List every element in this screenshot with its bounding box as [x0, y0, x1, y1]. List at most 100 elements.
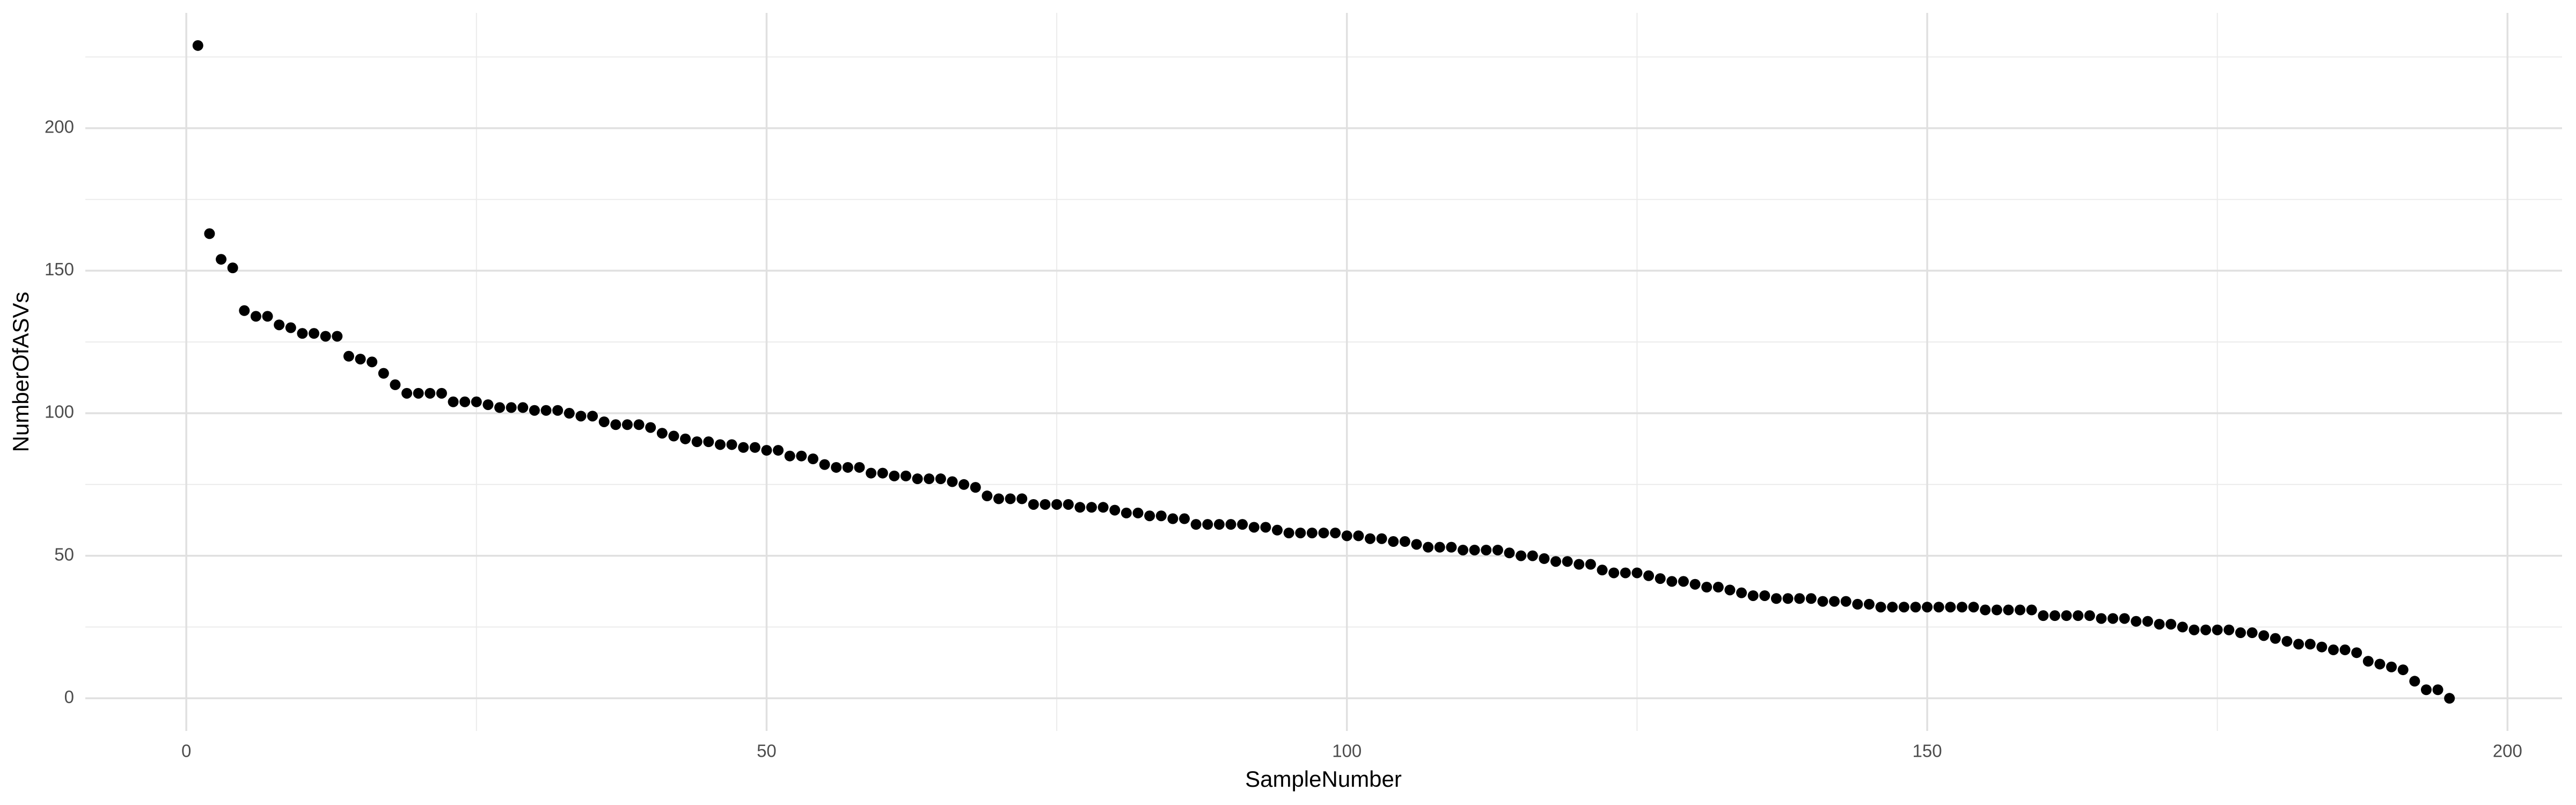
- point: [1910, 602, 1921, 613]
- point: [1295, 528, 1306, 539]
- point: [621, 419, 633, 430]
- point: [239, 305, 250, 316]
- point: [1271, 524, 1283, 536]
- point: [1713, 582, 1724, 593]
- point: [1040, 499, 1051, 510]
- point: [2293, 639, 2304, 650]
- point: [2200, 624, 2212, 635]
- point: [297, 328, 308, 339]
- point: [1770, 593, 1782, 604]
- y-tick-label: 50: [54, 544, 74, 564]
- point: [587, 411, 598, 422]
- point: [227, 262, 238, 274]
- point: [436, 387, 447, 399]
- point: [413, 387, 424, 399]
- point: [2235, 627, 2246, 639]
- point: [598, 416, 610, 427]
- point: [1504, 547, 1515, 559]
- point: [529, 405, 540, 416]
- point: [425, 387, 436, 399]
- point: [947, 476, 958, 487]
- y-tick-label: 0: [64, 687, 74, 707]
- point: [1225, 519, 1236, 530]
- y-tick-label: 200: [45, 117, 74, 137]
- point: [285, 322, 296, 333]
- point: [1190, 519, 1202, 530]
- point: [656, 428, 668, 439]
- point: [1434, 541, 1445, 553]
- point: [1213, 519, 1225, 530]
- point: [2038, 610, 2049, 621]
- point: [1666, 576, 1678, 587]
- point: [877, 467, 888, 479]
- point: [1086, 502, 1097, 513]
- point: [378, 368, 389, 379]
- point: [2444, 693, 2455, 704]
- point: [633, 419, 645, 430]
- point: [367, 356, 378, 368]
- point: [1945, 602, 1956, 613]
- point: [250, 311, 261, 322]
- point: [831, 462, 842, 473]
- point: [1898, 602, 1909, 613]
- point: [2304, 639, 2316, 650]
- point: [1574, 559, 1585, 570]
- point: [2316, 641, 2328, 653]
- point: [1631, 567, 1643, 579]
- point: [1481, 544, 1492, 555]
- point: [982, 491, 993, 502]
- x-tick-label: 150: [1913, 741, 1942, 761]
- point: [2165, 619, 2177, 630]
- x-tick-label: 200: [2493, 741, 2522, 761]
- point: [1458, 544, 1469, 555]
- point: [645, 422, 656, 433]
- point: [749, 442, 760, 453]
- point: [1353, 530, 1364, 541]
- point: [540, 405, 552, 416]
- point: [1248, 522, 1260, 533]
- x-tick-label: 0: [181, 741, 191, 761]
- point: [343, 350, 354, 362]
- point: [1005, 493, 1016, 504]
- point: [738, 442, 749, 453]
- point: [2223, 624, 2235, 635]
- point: [1492, 544, 1503, 555]
- point: [575, 411, 587, 422]
- point: [819, 459, 830, 470]
- point: [1805, 593, 1817, 604]
- point: [1121, 507, 1132, 518]
- point: [668, 430, 679, 442]
- point: [1724, 584, 1736, 596]
- point: [1411, 539, 1422, 550]
- point: [1051, 499, 1063, 510]
- point: [1701, 582, 1713, 593]
- point: [2212, 624, 2223, 635]
- point: [1283, 528, 1294, 539]
- point: [1922, 602, 1933, 613]
- point: [216, 254, 227, 265]
- point: [262, 311, 273, 322]
- point: [1109, 504, 1121, 516]
- point: [332, 331, 343, 342]
- point: [1202, 519, 1213, 530]
- point: [1260, 522, 1271, 533]
- point: [1840, 596, 1851, 607]
- point: [1341, 530, 1352, 541]
- point: [1155, 510, 1167, 522]
- point: [2061, 610, 2072, 621]
- point: [1074, 502, 1086, 513]
- point: [1539, 553, 1550, 564]
- point: [1829, 596, 1840, 607]
- point: [680, 433, 691, 444]
- point: [784, 450, 795, 462]
- point: [2339, 644, 2351, 655]
- point: [1028, 499, 1039, 510]
- point: [2386, 661, 2397, 672]
- point: [1968, 602, 1979, 613]
- point: [1782, 593, 1794, 604]
- point: [924, 473, 935, 485]
- point: [1376, 533, 1387, 544]
- point: [2189, 624, 2200, 635]
- point: [1016, 493, 1028, 504]
- point: [866, 467, 877, 479]
